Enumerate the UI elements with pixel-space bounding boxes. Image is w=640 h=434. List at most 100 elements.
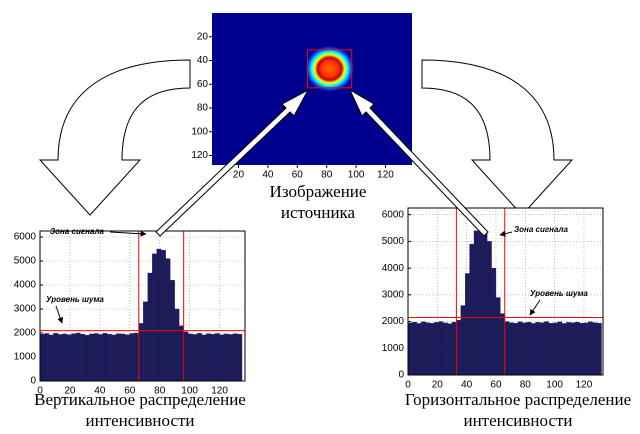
- bar: [592, 322, 598, 376]
- bar: [183, 331, 189, 382]
- x-tick-label: 120: [211, 386, 228, 397]
- bar: [66, 334, 72, 382]
- bar: [111, 334, 117, 382]
- bar: [526, 321, 532, 376]
- bar: [412, 321, 417, 376]
- bar: [500, 313, 505, 376]
- bar: [487, 241, 492, 376]
- x-tick-label: 80: [520, 380, 532, 391]
- bar: [232, 333, 238, 382]
- x-tick-label: 40: [262, 170, 274, 181]
- bar: [75, 332, 81, 382]
- bar: [535, 322, 541, 376]
- signal-label: Зона сигнала: [514, 225, 568, 234]
- bar: [48, 334, 54, 382]
- bar: [438, 321, 444, 376]
- bar: [495, 297, 501, 376]
- source-spot: [305, 46, 354, 92]
- y-tick-label: 40: [197, 55, 209, 66]
- big-arrow-right: [421, 59, 574, 216]
- bar: [187, 333, 193, 382]
- bar: [116, 333, 121, 382]
- image-background: [212, 13, 412, 165]
- bar: [425, 322, 431, 376]
- y-tick-label: 3000: [382, 289, 405, 300]
- y-tick-label: 6000: [382, 209, 405, 220]
- bar: [544, 321, 549, 376]
- x-tick-label: 20: [233, 170, 245, 181]
- caption: Вертикальное распределение: [34, 390, 246, 409]
- signal-label: Зона сигнала: [50, 227, 104, 236]
- bar: [39, 334, 45, 382]
- bar: [574, 321, 580, 376]
- y-tick-label: 3000: [14, 304, 37, 315]
- bar: [237, 334, 243, 382]
- bar: [210, 334, 216, 382]
- bar: [443, 322, 448, 376]
- y-tick-label: 120: [191, 150, 208, 161]
- x-tick-label: 100: [348, 170, 365, 181]
- y-tick-label: 5000: [382, 236, 405, 247]
- bar: [509, 322, 514, 376]
- bar: [219, 334, 225, 382]
- y-tick-label: 60: [197, 79, 209, 90]
- y-tick-label: 0: [30, 376, 36, 387]
- bar: [482, 231, 488, 376]
- bar: [223, 333, 229, 382]
- bar: [570, 322, 576, 376]
- bar: [201, 334, 207, 382]
- bar: [447, 323, 453, 376]
- bar: [539, 322, 545, 376]
- noise-label: Уровень шума: [530, 289, 588, 298]
- x-tick-label: 0: [405, 380, 411, 391]
- y-tick-label: 2000: [382, 316, 405, 327]
- bar: [134, 332, 139, 382]
- bar: [161, 250, 166, 382]
- bar: [156, 248, 162, 382]
- bar: [416, 323, 422, 376]
- bar: [460, 305, 466, 376]
- bar: [205, 333, 211, 382]
- bar: [548, 323, 554, 376]
- bar: [451, 321, 457, 376]
- bar: [473, 230, 479, 376]
- bar: [196, 333, 202, 382]
- bar: [553, 322, 558, 376]
- bar: [596, 323, 602, 376]
- bar: [71, 333, 77, 382]
- x-tick-label: 60: [490, 380, 502, 391]
- x-tick-label: 0: [37, 386, 43, 397]
- bar: [583, 322, 589, 376]
- noise-arrow: [529, 299, 541, 316]
- caption: интенсивности: [85, 411, 194, 430]
- bar: [53, 333, 59, 382]
- y-tick-label: 80: [197, 103, 209, 114]
- bar: [478, 229, 483, 376]
- y-tick-label: 1000: [382, 343, 405, 354]
- bar: [89, 333, 95, 382]
- x-tick-label: 80: [154, 386, 166, 397]
- caption: Горизонтальное распределение: [405, 390, 631, 409]
- bar: [143, 301, 148, 382]
- bar: [147, 272, 153, 382]
- y-tick-label: 5000: [14, 256, 37, 267]
- bar: [491, 267, 497, 376]
- y-tick-label: 4000: [382, 263, 405, 274]
- bar: [566, 322, 571, 376]
- signal-box: [307, 49, 353, 89]
- y-tick-label: 6000: [14, 232, 37, 243]
- double-arrow-left: [155, 88, 310, 237]
- y-tick-label: 20: [197, 31, 209, 42]
- bar: [192, 334, 198, 382]
- y-tick-label: 0: [398, 370, 404, 381]
- noise-label: Уровень шума: [46, 295, 104, 304]
- bar: [465, 273, 470, 376]
- bar: [517, 321, 523, 376]
- signal-arrow: [109, 230, 147, 237]
- bar: [561, 323, 567, 376]
- y-tick-label: 2000: [14, 328, 37, 339]
- bar: [513, 323, 519, 376]
- bar: [57, 334, 63, 382]
- bar: [44, 333, 50, 382]
